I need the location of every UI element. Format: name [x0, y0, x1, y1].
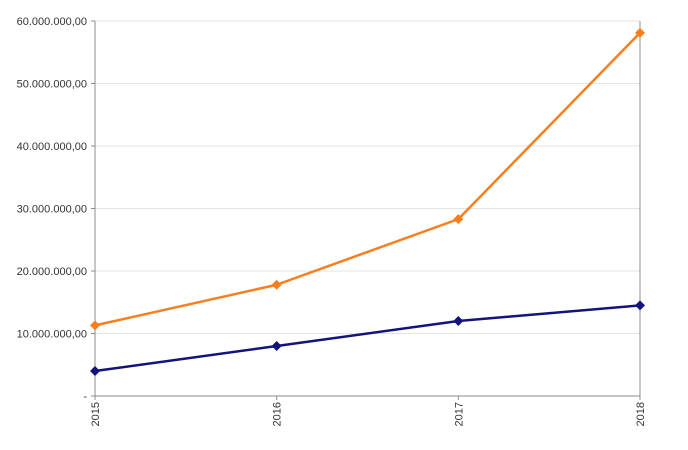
y-tick-label: 60.000.000,00 — [17, 16, 87, 28]
y-tick-label: - — [83, 391, 87, 403]
series-1-point-2015 — [90, 366, 100, 376]
y-tick-label: 10.000.000,00 — [17, 329, 87, 341]
series-lines — [94, 32, 641, 373]
series-0-point-2017 — [453, 214, 464, 225]
series-markers — [90, 27, 645, 376]
x-tick-label: 2018 — [635, 402, 647, 426]
x-tick-label: 2016 — [272, 402, 284, 426]
series-1-line — [94, 304, 641, 373]
series-0-point-2018 — [635, 27, 645, 38]
gridlines — [95, 20, 640, 334]
y-tick-label: 30.000.000,00 — [17, 204, 87, 216]
y-tick-label: 20.000.000,00 — [17, 266, 87, 278]
y-tick-label: 40.000.000,00 — [17, 141, 87, 153]
y-tick-label: 50.000.000,00 — [17, 79, 87, 91]
x-tick-label: 2015 — [90, 402, 102, 426]
series-0-point-2016 — [271, 279, 282, 290]
y-axis-tick-labels: - 10.000.000,00 20.000.000,00 30.000.000,00… — [17, 16, 88, 403]
axes — [91, 20, 641, 400]
series-1-point-2016 — [271, 341, 282, 351]
series-1-point-2018 — [635, 300, 645, 311]
series-1-point-2017 — [453, 316, 464, 326]
x-axis-tick-labels: 2015 2016 2017 2018 — [90, 402, 647, 426]
x-tick-label: 2017 — [453, 402, 465, 426]
series-0-point-2015 — [90, 320, 100, 331]
series-0-line — [94, 32, 641, 327]
